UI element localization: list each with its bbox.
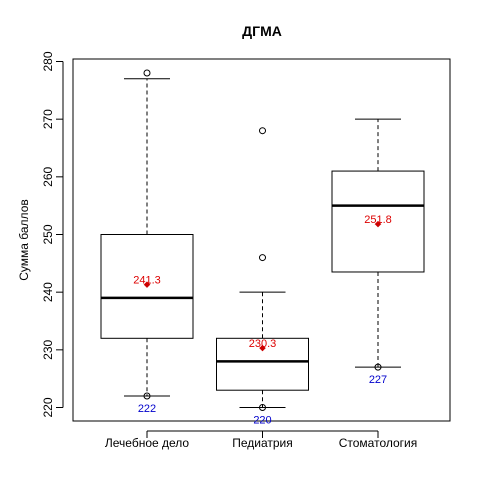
chart-title: ДГМА	[242, 23, 282, 39]
mean-point	[374, 220, 382, 228]
outlier-point	[259, 254, 266, 262]
min-label: 222	[138, 403, 156, 415]
x-tick-label: Лечебное дело	[105, 436, 190, 450]
outlier-point	[143, 392, 151, 400]
outlier-point	[259, 127, 266, 135]
mean-point	[143, 281, 151, 289]
x-tick-label: Стоматология	[339, 436, 418, 450]
y-tick-label: 270	[41, 109, 55, 129]
outlier-point	[143, 69, 151, 77]
mean-label: 251.8	[364, 214, 392, 226]
boxes: 241.3 222 230.3 220 251.8 227	[100, 69, 425, 427]
box-group: 251.8 227	[331, 118, 425, 386]
y-axis-label: Сумма баллов	[17, 199, 31, 281]
mean-point	[259, 344, 266, 352]
y-tick-label: 260	[41, 167, 55, 187]
mean-label: 230.3	[249, 338, 277, 350]
y-tick-label: 230	[41, 340, 55, 360]
y-tick-label: 250	[41, 224, 55, 244]
y-tick-label: 220	[41, 397, 55, 417]
x-axis: Лечебное дело Педиатрия Стоматология	[105, 430, 418, 450]
plot-frame	[72, 58, 451, 422]
outlier-point	[374, 363, 382, 371]
mean-label: 241.3	[133, 275, 161, 287]
min-label: 220	[253, 415, 271, 427]
y-tick-label: 240	[41, 282, 55, 302]
box-group: 230.3 220	[216, 127, 309, 427]
y-tick-label: 280	[41, 51, 55, 71]
x-tick-label: Педиатрия	[232, 436, 293, 450]
box-group: 241.3 222	[100, 69, 194, 415]
outlier-point	[259, 404, 266, 411]
y-axis: 220 230 240 250 260 270 280	[41, 51, 64, 418]
min-label: 227	[369, 374, 387, 386]
